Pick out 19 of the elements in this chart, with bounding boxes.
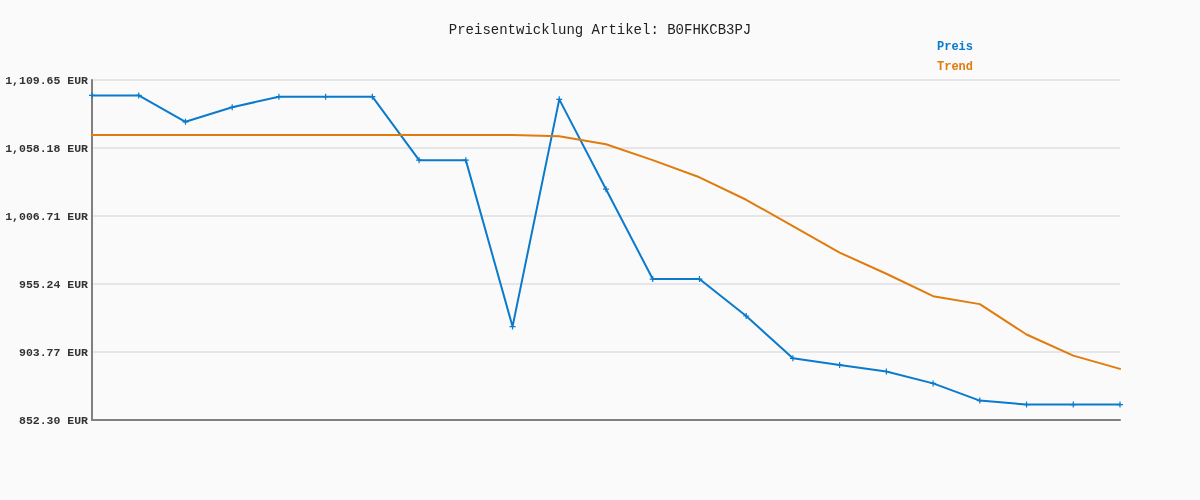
- point: [789, 355, 796, 362]
- y-tick-label: 1,058.18 EUR: [5, 141, 89, 155]
- point: [416, 157, 423, 164]
- y-tick-label: 852.30 EUR: [18, 413, 89, 427]
- point: [89, 92, 95, 99]
- point: [930, 380, 937, 387]
- point: [836, 361, 843, 368]
- point: [743, 313, 750, 320]
- y-tick-label: 1,006.71 EUR: [5, 209, 89, 223]
- text: Trend: [936, 60, 974, 74]
- y-tick-label: 955.24 EUR: [18, 277, 89, 291]
- point: [275, 93, 282, 100]
- y-tick-label: 1,109.65 EUR: [5, 73, 89, 87]
- text: Preis: [936, 40, 974, 54]
- point: [1117, 401, 1123, 408]
- chart-title: Preisentwicklung Artikel: B0FHKCB3PJ: [448, 22, 752, 38]
- line-series: [91, 134, 1121, 370]
- point: [603, 186, 609, 193]
- y-tick-label: 903.77 EUR: [18, 345, 89, 359]
